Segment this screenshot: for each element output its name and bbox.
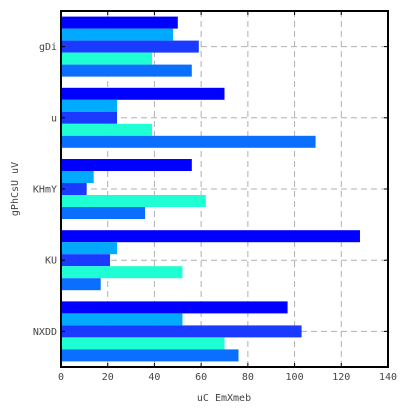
bar (61, 159, 192, 171)
bar (61, 207, 146, 219)
x-tick-label: 60 (195, 372, 207, 383)
bar (61, 183, 87, 195)
bar (61, 111, 118, 124)
bar (61, 99, 118, 112)
bar (61, 325, 302, 338)
y-tick-label: KU (45, 256, 57, 267)
y-tick-label: KHmY (33, 185, 57, 196)
x-tick-label: 140 (379, 372, 397, 383)
bars (61, 16, 360, 362)
y-axis-label: gPhCsU uV (10, 162, 21, 216)
bar (61, 135, 316, 148)
y-tick-label: gDi (39, 42, 57, 53)
bar (61, 242, 118, 255)
y-tick-label: NXDD (33, 327, 57, 338)
bar (61, 195, 206, 207)
bar (61, 313, 183, 326)
bar (61, 337, 225, 350)
bar (61, 349, 239, 362)
x-tick-label: 100 (286, 372, 304, 383)
x-tick-label: 80 (242, 372, 254, 383)
bar (61, 64, 192, 77)
x-axis-label: uC EmXmeb (197, 393, 251, 404)
x-tick-label: 40 (148, 372, 160, 383)
x-tick-label: 20 (102, 372, 114, 383)
bar (61, 301, 288, 314)
x-tick-label: 120 (332, 372, 350, 383)
bar (61, 171, 94, 183)
bar (61, 123, 153, 136)
y-tick-label: u (51, 113, 57, 124)
bar (61, 266, 183, 279)
bar (61, 52, 153, 65)
bar (61, 254, 111, 267)
bar (61, 230, 360, 243)
bar (61, 278, 101, 291)
x-tick-label: 0 (58, 372, 64, 383)
bar (61, 87, 225, 100)
bar (61, 40, 199, 53)
bar (61, 28, 174, 41)
bar (61, 16, 178, 29)
ticks: 0 20 40 60 80 100 120 140 gDi u KHmY KU NXDD (33, 11, 397, 383)
